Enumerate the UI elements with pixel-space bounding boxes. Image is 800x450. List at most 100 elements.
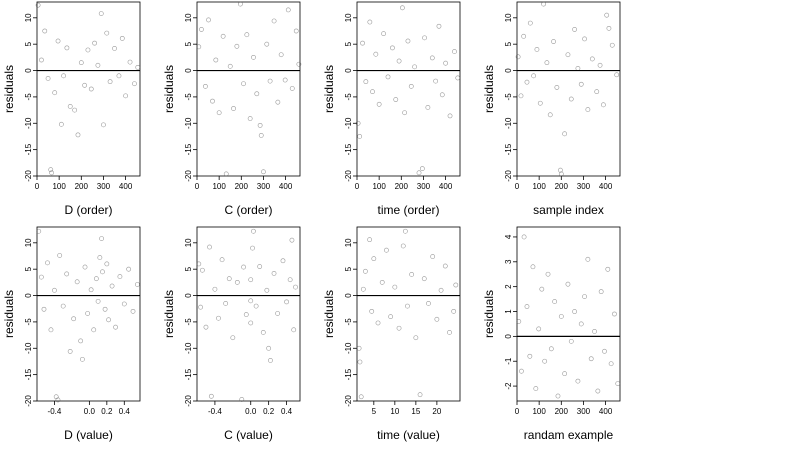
data-point [412,64,417,70]
y-tick-label: 3 [504,259,513,264]
y-tick-label: 10 [344,13,353,22]
y-tick-label: 10 [184,13,193,22]
data-point [74,279,80,285]
data-point [614,72,620,78]
data-point [251,54,256,60]
data-point [248,298,254,304]
data-point [116,73,122,79]
x-tick-label: 400 [599,407,613,416]
data-point [244,32,250,38]
data-point [429,55,435,61]
y-tick-label: 10 [184,238,193,247]
data-point [250,245,255,251]
data-point [282,77,288,83]
data-point [97,255,103,260]
chart-panel-3: 0 100 200 300 400 10 5 0 -5 -10 -15 -20 time (order)… [322,1,461,217]
y-tick-label: -10 [24,117,33,129]
data-point [101,122,106,128]
data-point [117,274,123,279]
data-point [530,264,536,270]
data-point [52,90,58,96]
data-point [243,312,249,317]
data-point [536,326,542,332]
data-point [416,170,422,176]
data-point [515,54,521,60]
data-point [109,283,115,289]
data-point [421,276,427,282]
data-point [275,99,281,105]
data-point [203,83,208,89]
plot-frame [36,226,141,402]
data-point [88,86,94,92]
y-tick-label: 10 [344,238,353,247]
data-point [562,371,568,377]
data-point [257,264,263,269]
data-point [95,298,101,304]
data-point [534,47,540,52]
x-tick-label: 400 [439,182,453,191]
data-point [220,33,226,39]
data-point [251,228,256,234]
x-tick-label: 0.4 [281,407,293,416]
data-point [85,47,91,53]
data-point [210,98,215,104]
data-point [48,167,54,173]
y-tick-label: -10 [344,117,353,129]
data-point [241,81,246,87]
y-tick-label: -5 [184,93,193,101]
y-tick-label: -20 [184,395,193,407]
data-point [241,264,246,270]
x-axis-label: time (order) [377,203,439,217]
y-tick-label: 0 [24,293,33,298]
y-tick-label: 0 [184,68,193,73]
data-point [612,311,617,317]
y-axis-label: residuals [2,65,16,113]
data-point [284,299,289,305]
data-point [275,311,281,316]
data-point [595,388,601,394]
data-point [248,277,254,283]
data-point [223,171,229,177]
data-point [271,18,277,24]
data-point [88,287,94,293]
x-tick-label: 200 [75,182,89,191]
x-axis-label: sample index [533,203,604,217]
data-point [555,393,561,399]
data-point [206,17,211,23]
data-point [357,359,363,365]
data-point [405,38,411,44]
data-point [447,113,453,119]
data-point [226,276,232,282]
data-point [452,49,457,54]
data-point [234,43,240,49]
x-tick-label: 100 [532,182,546,191]
data-point [260,330,266,335]
chart-panel-5: -0.4 0.0 0.2 0.4 10 5 0 -5 -10 -15 -20 D (value) res… [2,226,141,442]
chart-panel-6: -0.4 0.0 0.2 0.4 10 5 0 -5 -10 -15 -20 C (value) res… [162,226,301,442]
data-point [132,81,137,87]
data-point [216,110,222,116]
data-point [433,78,439,84]
data-point [39,57,44,63]
data-point [82,264,88,270]
data-point [104,261,110,267]
data-point [280,258,286,264]
x-axis-label: D (value) [64,428,113,442]
data-point [544,60,550,66]
y-axis-label: residuals [322,290,336,338]
data-point [296,61,302,67]
data-point [453,282,459,288]
data-point [267,78,273,84]
data-point [104,30,110,36]
data-point [393,97,399,102]
y-tick-label: 5 [344,266,353,271]
data-point [127,59,133,65]
data-point [134,282,140,287]
data-point [85,311,91,316]
y-tick-label: 10 [504,13,513,22]
y-tick-label: -5 [24,93,33,101]
y-tick-label: -15 [184,143,193,155]
y-tick-label: -5 [344,318,353,326]
y-tick-label: -20 [344,170,353,182]
x-tick-label: 20 [432,407,441,416]
